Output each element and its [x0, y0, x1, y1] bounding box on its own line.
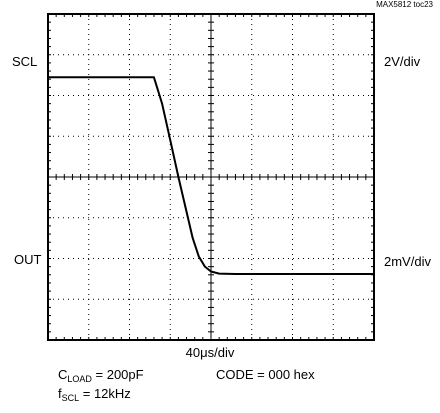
time-scale-label: 40μs/div	[185, 345, 235, 360]
channel-scale-out: 2mV/div	[384, 254, 431, 269]
channel-scale-scl: 2V/div	[384, 54, 421, 69]
c-load-symbol: C	[58, 367, 68, 382]
trace-line-0	[48, 76, 374, 275]
c-load-subscript: LOAD	[67, 374, 92, 384]
c-load-value: = 200pF	[91, 367, 144, 382]
f-scl-value: = 12kHz	[79, 386, 131, 401]
f-scl-symbol: f	[58, 386, 62, 401]
scl-frequency-note: fSCL = 12kHz	[58, 386, 131, 403]
figure-id: MAX5812 toc23	[376, 0, 433, 9]
f-scl-subscript: SCL	[61, 393, 80, 403]
code-note: CODE = 000 hex	[216, 367, 315, 382]
plot-frame	[47, 13, 375, 341]
traces	[48, 76, 374, 275]
graticule-grid	[48, 14, 374, 340]
channel-label-scl: SCL	[12, 54, 38, 69]
channel-label-out: OUT	[14, 252, 42, 267]
load-capacitance-note: CLOAD = 200pF	[58, 367, 144, 384]
